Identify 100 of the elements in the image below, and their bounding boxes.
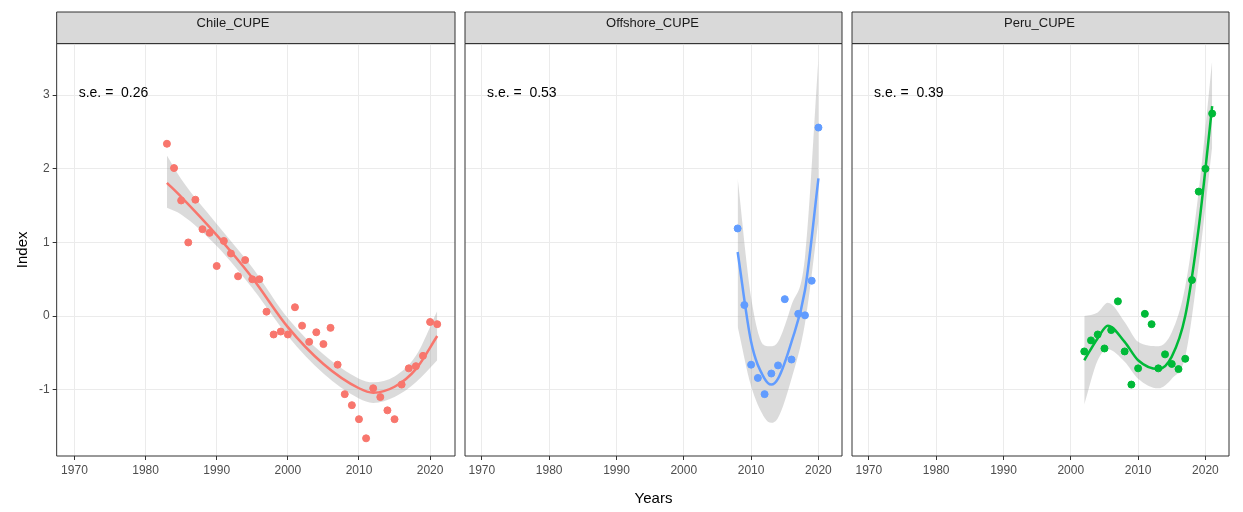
x-tick-label: 1970 <box>855 462 883 477</box>
point <box>1208 109 1217 118</box>
point <box>1181 354 1190 363</box>
point <box>740 301 749 310</box>
point <box>1154 364 1163 373</box>
point <box>807 276 816 285</box>
point <box>347 401 356 410</box>
point <box>1093 330 1102 339</box>
point <box>433 320 442 329</box>
point <box>354 415 363 424</box>
point <box>376 393 385 402</box>
x-tick-label: 2010 <box>345 462 373 477</box>
point <box>362 434 371 443</box>
point <box>383 406 392 415</box>
point <box>1187 275 1196 284</box>
point <box>800 311 809 320</box>
x-tick-label: 1990 <box>603 462 631 477</box>
point <box>1161 350 1170 359</box>
point <box>333 360 342 369</box>
x-tick-label: 1980 <box>132 462 160 477</box>
x-tick-label: 2000 <box>274 462 302 477</box>
point <box>212 262 221 270</box>
point <box>411 362 420 371</box>
point <box>1100 344 1109 353</box>
chart-title: Offshore_CUPE <box>606 15 700 31</box>
point <box>255 275 264 284</box>
point <box>1147 320 1156 329</box>
point <box>794 309 803 318</box>
point <box>418 351 427 360</box>
x-tick-label: 1980 <box>535 462 563 477</box>
point <box>226 249 235 258</box>
y-tick-label: 2 <box>42 161 50 176</box>
annotation: s.e. = 0.26 <box>78 84 149 101</box>
annotation: s.e. = 0.39 <box>874 84 944 101</box>
y-tick-label: 3 <box>42 87 50 102</box>
point <box>369 384 378 393</box>
point <box>184 238 193 247</box>
x-tick-label: 2020 <box>805 462 833 477</box>
point <box>298 321 307 330</box>
point <box>1120 347 1129 356</box>
point <box>1194 187 1203 196</box>
point <box>1167 359 1176 368</box>
x-tick-label: 1990 <box>990 462 1018 477</box>
x-axis-title: Years <box>634 489 673 507</box>
point <box>390 415 399 424</box>
point <box>814 123 823 132</box>
point <box>774 361 783 370</box>
y-tick-label: 1 <box>42 234 50 249</box>
point <box>787 355 796 364</box>
x-tick-label: 1970 <box>468 462 496 477</box>
point <box>290 303 299 312</box>
point <box>248 275 257 284</box>
point <box>319 340 328 349</box>
y-axis-title: Index <box>13 230 31 269</box>
point <box>162 139 171 148</box>
point <box>1127 380 1136 389</box>
x-tick-label: 2020 <box>416 462 444 477</box>
chart-title: Chile_CUPE <box>196 15 270 31</box>
point <box>198 225 207 234</box>
y-tick-label: 0 <box>42 308 50 323</box>
point <box>1140 309 1149 318</box>
x-tick-label: 1990 <box>203 462 231 477</box>
x-tick-label: 2000 <box>670 462 698 477</box>
point <box>1107 326 1116 335</box>
point <box>269 330 278 339</box>
point <box>747 360 756 369</box>
point <box>170 164 179 173</box>
point <box>219 236 228 245</box>
point <box>1174 365 1183 374</box>
x-tick-label: 2010 <box>1124 462 1152 477</box>
point <box>397 380 406 389</box>
point <box>1080 347 1089 356</box>
point <box>1113 297 1122 306</box>
chart-title: Peru_CUPE <box>1004 15 1076 31</box>
point <box>177 196 186 205</box>
point <box>753 373 762 382</box>
x-tick-label: 1980 <box>922 462 950 477</box>
point <box>426 317 435 326</box>
x-tick-label: 1970 <box>61 462 89 477</box>
point <box>326 323 335 332</box>
point <box>404 364 413 373</box>
x-tick-label: 2020 <box>1192 462 1220 477</box>
point <box>340 390 349 399</box>
y-tick-label: -1 <box>39 382 50 397</box>
point <box>241 256 250 265</box>
point <box>305 337 314 346</box>
point <box>234 272 243 281</box>
point <box>760 390 769 399</box>
point <box>205 228 214 237</box>
point <box>767 369 776 378</box>
point <box>312 328 321 337</box>
point <box>1134 364 1143 373</box>
x-tick-label: 2010 <box>737 462 765 477</box>
point <box>283 330 292 339</box>
annotation: s.e. = 0.53 <box>487 84 557 101</box>
point <box>733 224 742 233</box>
point <box>262 307 271 316</box>
point <box>1201 164 1210 173</box>
x-tick-label: 2000 <box>1057 462 1085 477</box>
point <box>1086 336 1095 345</box>
